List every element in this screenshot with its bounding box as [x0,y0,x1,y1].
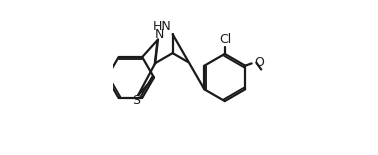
Text: HN: HN [152,20,171,33]
Text: O: O [254,56,264,69]
Text: Cl: Cl [219,33,232,46]
Text: S: S [132,94,140,107]
Text: N: N [155,28,164,41]
